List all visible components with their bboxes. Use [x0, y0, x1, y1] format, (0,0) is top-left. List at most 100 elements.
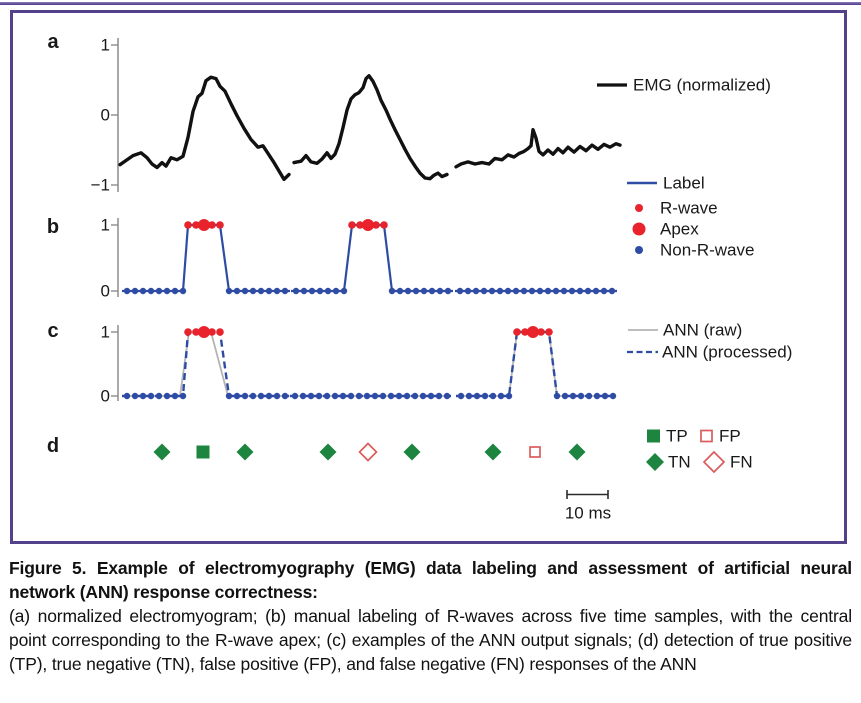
non-r-wave-dot [481, 392, 489, 400]
non-r-wave-dot [435, 392, 443, 400]
non-r-wave-dot [412, 287, 420, 295]
y-tick-label-c: 0 [101, 387, 110, 406]
non-r-wave-dot [155, 287, 163, 295]
non-r-wave-dot [123, 287, 131, 295]
non-r-wave-dot [249, 287, 257, 295]
panel-letter-d: d [47, 435, 59, 457]
apex-dot [198, 326, 210, 338]
non-r-wave-dot [307, 392, 315, 400]
non-r-wave-dot [147, 392, 155, 400]
non-r-wave-dot [497, 392, 505, 400]
non-r-wave-dot [387, 392, 395, 400]
non-r-wave-dot [139, 392, 147, 400]
non-r-wave-dot [233, 392, 241, 400]
tn-marker [153, 443, 171, 461]
non-r-wave-dot [568, 287, 576, 295]
non-r-wave-dot [123, 392, 131, 400]
legend-label-ann-raw-: ANN (raw) [663, 321, 742, 340]
red-dot-small-icon [635, 204, 643, 212]
r-wave-dot [521, 328, 529, 336]
non-r-wave-dot [163, 287, 171, 295]
label-line-seg2 [291, 223, 453, 293]
figure-caption: Figure 5. Example of electromyography (E… [9, 556, 852, 676]
non-r-wave-dot [504, 287, 512, 295]
non-r-wave-dot [528, 287, 536, 295]
non-r-wave-dot [249, 392, 257, 400]
non-r-wave-dot [299, 392, 307, 400]
panel-letter-b: b [47, 216, 59, 238]
non-r-wave-dot [553, 392, 561, 400]
tn-marker [236, 443, 254, 461]
non-r-wave-dot [179, 287, 187, 295]
non-r-wave-dot [179, 392, 187, 400]
non-r-wave-dot [257, 287, 265, 295]
non-r-wave-dot [171, 392, 179, 400]
non-r-wave-dot [273, 392, 281, 400]
non-r-wave-dot [419, 392, 427, 400]
non-r-wave-dot [371, 392, 379, 400]
non-r-wave-dot [324, 287, 332, 295]
non-r-wave-dot [404, 287, 412, 295]
non-r-wave-dot [428, 287, 436, 295]
emg-trace-seg2 [292, 74, 449, 181]
r-wave-dot [537, 328, 545, 336]
non-r-wave-dot [512, 287, 520, 295]
legend-label-label: Label [663, 174, 705, 193]
non-r-wave-dot [233, 287, 241, 295]
non-r-wave-dot [600, 287, 608, 295]
non-r-wave-dot [340, 287, 348, 295]
non-r-wave-dot [536, 287, 544, 295]
blue-dot-icon [635, 246, 643, 254]
red-dot-large-icon [632, 222, 646, 236]
non-r-wave-dot [331, 392, 339, 400]
figure-chart: a 1 0 −1 b 1 0 c 1 0 d EMG (normalized) Label R-wave A… [47, 31, 792, 523]
r-wave-dot [184, 328, 192, 336]
non-r-wave-dot [308, 287, 316, 295]
non-r-wave-dot [488, 287, 496, 295]
non-r-wave-dot [411, 392, 419, 400]
r-wave-dot [216, 328, 224, 336]
non-r-wave-dot [609, 392, 617, 400]
non-r-wave-dot [147, 287, 155, 295]
non-r-wave-dot [323, 392, 331, 400]
non-r-wave-dot [155, 392, 163, 400]
non-r-wave-dot [139, 287, 147, 295]
caption-body: (a) normalized electromyogram; (b) manua… [9, 606, 852, 674]
apex-dot [362, 219, 374, 231]
y-tick-label-a: 1 [101, 36, 110, 55]
non-r-wave-dot [569, 392, 577, 400]
non-r-wave-dot [420, 287, 428, 295]
non-r-wave-dot [257, 392, 265, 400]
non-r-wave-dot [292, 287, 300, 295]
non-r-wave-dot [489, 392, 497, 400]
tn-marker [403, 443, 421, 461]
non-r-wave-dot [347, 392, 355, 400]
legend-label-non-r-wave: Non-R-wave [660, 241, 754, 260]
non-r-wave-dot [265, 287, 273, 295]
non-r-wave-dot [592, 287, 600, 295]
label-line-seg1 [122, 223, 290, 293]
non-r-wave-dot [505, 392, 513, 400]
non-r-wave-dot [561, 392, 569, 400]
r-wave-dot [372, 221, 380, 229]
legend-label-tn: TN [668, 453, 691, 472]
emg-trace-seg1 [118, 75, 291, 182]
non-r-wave-dot [395, 392, 403, 400]
y-tick-label-b: 0 [101, 282, 110, 301]
legend-label-tp: TP [666, 427, 688, 446]
r-wave-dot [513, 328, 521, 336]
non-r-wave-dot [601, 392, 609, 400]
non-r-wave-dot [403, 392, 411, 400]
non-r-wave-dot [608, 287, 616, 295]
non-r-wave-dot [332, 287, 340, 295]
non-r-wave-dot [576, 287, 584, 295]
green-filled-square-icon [647, 429, 660, 443]
non-r-wave-dot [457, 392, 465, 400]
non-r-wave-dot [316, 287, 324, 295]
non-r-wave-dot [300, 287, 308, 295]
y-tick-label-a: 0 [101, 106, 110, 125]
r-wave-dot [356, 221, 364, 229]
red-open-square-icon [700, 429, 713, 443]
caption-title: Figure 5. Example of electromyography (E… [9, 558, 852, 602]
non-r-wave-dot [473, 392, 481, 400]
